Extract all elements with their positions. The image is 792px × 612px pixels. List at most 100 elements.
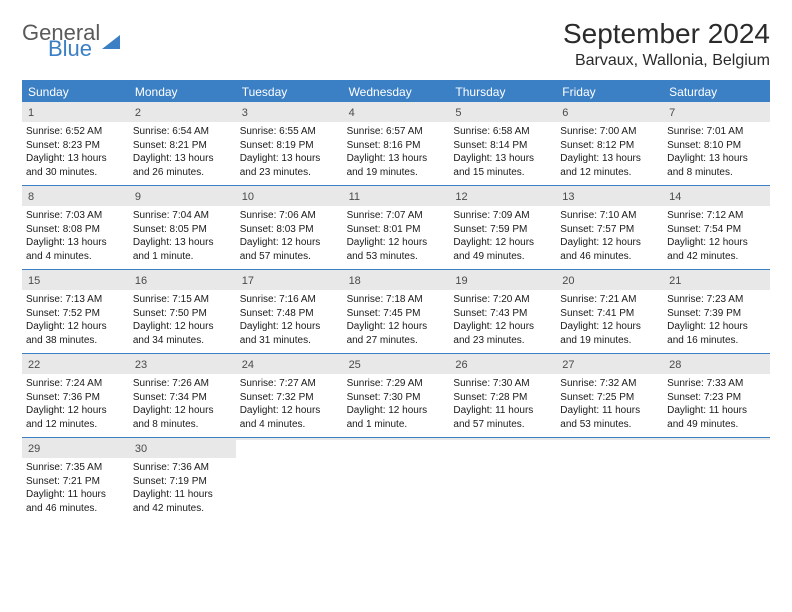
daynum-row: 27 xyxy=(556,354,663,374)
day-number: 11 xyxy=(349,191,360,203)
day-number: 8 xyxy=(28,191,34,203)
daynum-row: 17 xyxy=(236,270,343,290)
day-cell: 28 Sunrise: 7:33 AMSunset: 7:23 PMDayligh… xyxy=(663,354,770,437)
sunset-text: Sunset: 7:30 PM xyxy=(347,391,446,405)
location-text: Barvaux, Wallonia, Belgium xyxy=(563,52,770,70)
day-info: Sunrise: 7:12 AMSunset: 7:54 PMDaylight:… xyxy=(667,209,766,263)
page-header: General Blue September 2024 Barvaux, Wal… xyxy=(22,18,770,70)
sunset-text: Sunset: 7:19 PM xyxy=(133,475,232,489)
day-cell: 18Sunrise: 7:18 AMSunset: 7:45 PMDayligh… xyxy=(343,270,450,353)
dow-sun: Sunday xyxy=(22,82,129,102)
title-block: September 2024 Barvaux, Wallonia, Belgiu… xyxy=(563,18,770,70)
sunrise-text: Sunrise: 7:04 AM xyxy=(133,209,232,223)
daylight-text: Daylight: 12 hours and 31 minutes. xyxy=(240,320,339,347)
day-info: Sunrise: 7:33 AMSunset: 7:23 PMDaylight:… xyxy=(667,377,766,431)
day-number: 6 xyxy=(562,107,568,119)
daynum-row xyxy=(556,438,663,440)
daynum-row: 12 xyxy=(449,186,556,206)
daynum-row: 7 xyxy=(663,102,770,122)
day-info: Sunrise: 7:26 AMSunset: 7:34 PMDaylight:… xyxy=(133,377,232,431)
daynum-row: 30 xyxy=(129,438,236,458)
sunrise-text: Sunrise: 7:35 AM xyxy=(26,461,125,475)
daylight-text: Daylight: 12 hours and 46 minutes. xyxy=(560,236,659,263)
day-info: Sunrise: 6:58 AMSunset: 8:14 PMDaylight:… xyxy=(453,125,552,179)
daylight-text: Daylight: 12 hours and 42 minutes. xyxy=(667,236,766,263)
sunrise-text: Sunrise: 7:01 AM xyxy=(667,125,766,139)
daynum-row: 11 xyxy=(343,186,450,206)
sunrise-text: Sunrise: 7:18 AM xyxy=(347,293,446,307)
sunset-text: Sunset: 8:08 PM xyxy=(26,223,125,237)
day-cell: 15Sunrise: 7:13 AMSunset: 7:52 PMDayligh… xyxy=(22,270,129,353)
daynum-row: 13 xyxy=(556,186,663,206)
day-info: Sunrise: 6:57 AMSunset: 8:16 PMDaylight:… xyxy=(347,125,446,179)
daynum-row: 24 xyxy=(236,354,343,374)
day-info: Sunrise: 7:18 AMSunset: 7:45 PMDaylight:… xyxy=(347,293,446,347)
day-info: Sunrise: 7:35 AMSunset: 7:21 PMDaylight:… xyxy=(26,461,125,515)
dow-wed: Wednesday xyxy=(343,82,450,102)
day-info: Sunrise: 7:01 AMSunset: 8:10 PMDaylight:… xyxy=(667,125,766,179)
daynum-row: 4 xyxy=(343,102,450,122)
day-cell: 27Sunrise: 7:32 AMSunset: 7:25 PMDayligh… xyxy=(556,354,663,437)
daynum-row: 5 xyxy=(449,102,556,122)
day-cell: 8Sunrise: 7:03 AMSunset: 8:08 PMDaylight… xyxy=(22,186,129,269)
weeks-host: 1Sunrise: 6:52 AMSunset: 8:23 PMDaylight… xyxy=(22,102,770,521)
daynum-row: 21 xyxy=(663,270,770,290)
days-of-week-row: Sunday Monday Tuesday Wednesday Thursday… xyxy=(22,82,770,102)
daynum-row xyxy=(449,438,556,440)
day-number: 2 xyxy=(135,107,141,119)
daynum-row xyxy=(663,438,770,440)
sunrise-text: Sunrise: 7:36 AM xyxy=(133,461,232,475)
daynum-row: 28 xyxy=(663,354,770,374)
sunrise-text: Sunrise: 6:57 AM xyxy=(347,125,446,139)
sunrise-text: Sunrise: 7:30 AM xyxy=(453,377,552,391)
day-number: 12 xyxy=(455,191,467,203)
day-cell: 9 Sunrise: 7:04 AMSunset: 8:05 PMDaylight… xyxy=(129,186,236,269)
sunset-text: Sunset: 8:23 PM xyxy=(26,139,125,153)
day-cell: 4 Sunrise: 6:57 AMSunset: 8:16 PMDaylight… xyxy=(343,102,450,185)
sunset-text: Sunset: 7:59 PM xyxy=(453,223,552,237)
day-number: 24 xyxy=(242,359,254,371)
day-cell: 12Sunrise: 7:09 AMSunset: 7:59 PMDayligh… xyxy=(449,186,556,269)
daylight-text: Daylight: 12 hours and 1 minute. xyxy=(347,404,446,431)
sunset-text: Sunset: 7:32 PM xyxy=(240,391,339,405)
day-info: Sunrise: 7:06 AMSunset: 8:03 PMDaylight:… xyxy=(240,209,339,263)
daynum-row: 26 xyxy=(449,354,556,374)
day-cell: 1Sunrise: 6:52 AMSunset: 8:23 PMDaylight… xyxy=(22,102,129,185)
sunrise-text: Sunrise: 6:54 AM xyxy=(133,125,232,139)
day-cell: 24 Sunrise: 7:27 AMSunset: 7:32 PMDayligh… xyxy=(236,354,343,437)
day-number: 25 xyxy=(349,359,361,371)
daylight-text: Daylight: 11 hours and 42 minutes. xyxy=(133,488,232,515)
day-cell: 30 Sunrise: 7:36 AMSunset: 7:19 PMDayligh… xyxy=(129,438,236,521)
daylight-text: Daylight: 13 hours and 12 minutes. xyxy=(560,152,659,179)
sunrise-text: Sunrise: 7:21 AM xyxy=(560,293,659,307)
sunrise-text: Sunrise: 7:20 AM xyxy=(453,293,552,307)
daylight-text: Daylight: 12 hours and 53 minutes. xyxy=(347,236,446,263)
day-info: Sunrise: 7:04 AMSunset: 8:05 PMDaylight:… xyxy=(133,209,232,263)
day-number: 27 xyxy=(562,359,574,371)
daynum-row: 29 xyxy=(22,438,129,458)
sunset-text: Sunset: 8:05 PM xyxy=(133,223,232,237)
day-number: 23 xyxy=(135,359,147,371)
sunset-text: Sunset: 7:41 PM xyxy=(560,307,659,321)
sunset-text: Sunset: 7:28 PM xyxy=(453,391,552,405)
day-cell: 26 Sunrise: 7:30 AMSunset: 7:28 PMDayligh… xyxy=(449,354,556,437)
daylight-text: Daylight: 12 hours and 4 minutes. xyxy=(240,404,339,431)
daynum-row: 8 xyxy=(22,186,129,206)
sunset-text: Sunset: 7:34 PM xyxy=(133,391,232,405)
day-number: 20 xyxy=(562,275,574,287)
sunset-text: Sunset: 7:48 PM xyxy=(240,307,339,321)
daynum-row: 9 xyxy=(129,186,236,206)
day-info: Sunrise: 7:30 AMSunset: 7:28 PMDaylight:… xyxy=(453,377,552,431)
sunset-text: Sunset: 7:50 PM xyxy=(133,307,232,321)
sunrise-text: Sunrise: 7:27 AM xyxy=(240,377,339,391)
daynum-row: 6 xyxy=(556,102,663,122)
sunset-text: Sunset: 7:52 PM xyxy=(26,307,125,321)
day-info: Sunrise: 7:00 AMSunset: 8:12 PMDaylight:… xyxy=(560,125,659,179)
week-row: 15Sunrise: 7:13 AMSunset: 7:52 PMDayligh… xyxy=(22,270,770,354)
daylight-text: Daylight: 13 hours and 30 minutes. xyxy=(26,152,125,179)
daylight-text: Daylight: 11 hours and 53 minutes. xyxy=(560,404,659,431)
day-cell: 13Sunrise: 7:10 AMSunset: 7:57 PMDayligh… xyxy=(556,186,663,269)
week-row: 1Sunrise: 6:52 AMSunset: 8:23 PMDaylight… xyxy=(22,102,770,186)
dow-fri: Friday xyxy=(556,82,663,102)
daylight-text: Daylight: 12 hours and 19 minutes. xyxy=(560,320,659,347)
